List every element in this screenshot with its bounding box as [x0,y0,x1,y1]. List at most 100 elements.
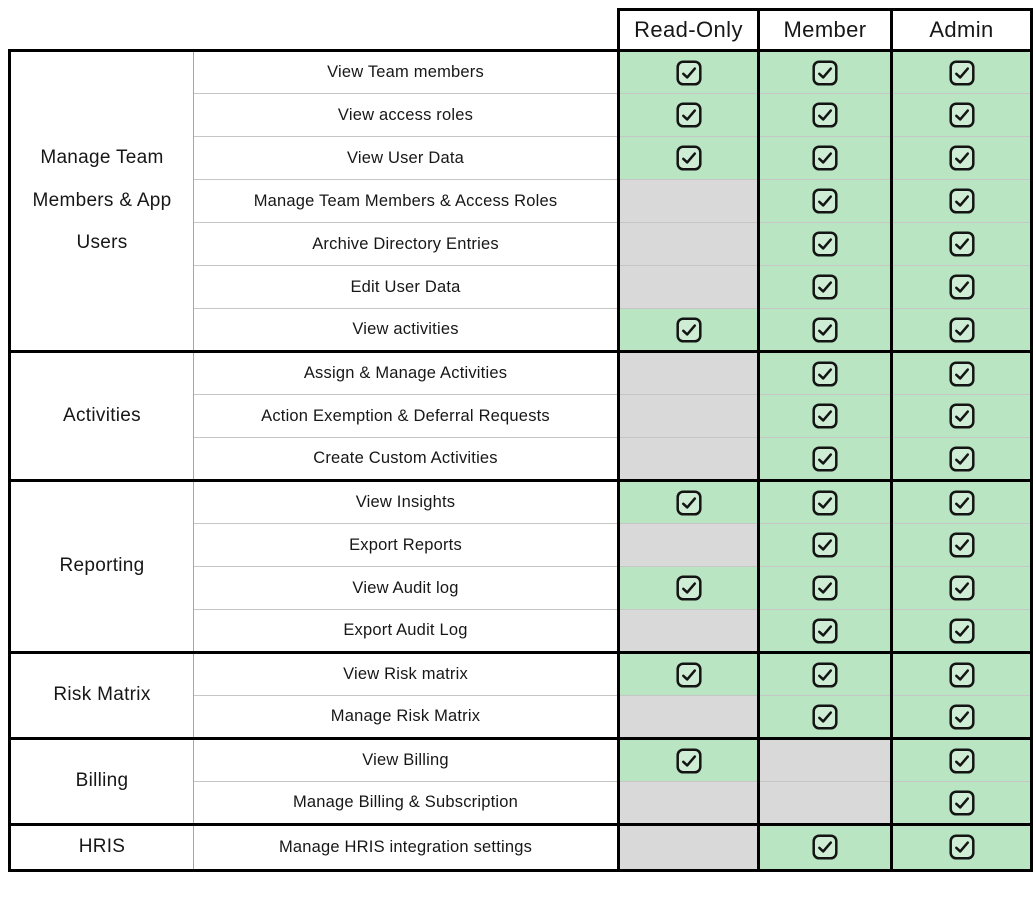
header-row: Read-Only Member Admin [9,8,1033,52]
permission-granted-cell [891,737,1033,782]
permission-granted-cell [891,479,1033,524]
permission-label: View Billing [193,737,620,782]
checkbox-checked-icon[interactable] [948,617,975,644]
checkbox-checked-icon[interactable] [948,661,975,688]
checkbox-checked-icon[interactable] [948,145,975,171]
permission-denied-cell [758,781,893,825]
permission-granted-cell [758,695,893,739]
permission-granted-cell [758,350,893,395]
permission-label: View activities [193,308,620,352]
checkbox-checked-icon[interactable] [948,188,975,214]
checkbox-checked-icon[interactable] [812,403,838,429]
checkbox-checked-icon[interactable] [948,789,975,816]
permission-label: View User Data [193,136,620,180]
table-row: Export Audit Log [10,609,1033,653]
checkbox-checked-icon[interactable] [675,575,702,601]
permission-granted-cell [758,308,893,352]
checkbox-checked-icon[interactable] [948,575,975,601]
permission-granted-cell [758,479,893,524]
permission-granted-cell [758,93,893,137]
checkbox-checked-icon[interactable] [812,532,838,558]
table-row: HRIS Manage HRIS integration settings [8,823,1033,872]
category-cell: Billing [8,737,194,825]
table-row: View User Data [10,136,1033,180]
checkbox-checked-icon[interactable] [948,274,975,300]
checkbox-checked-icon[interactable] [948,360,975,387]
permission-denied-cell [618,523,760,567]
checkbox-checked-icon[interactable] [948,231,975,257]
checkbox-checked-icon[interactable] [812,188,838,214]
column-header-admin: Admin [890,8,1033,52]
permission-granted-cell [891,179,1033,223]
permission-denied-cell [618,265,760,309]
header-spacer [9,9,619,51]
checkbox-checked-icon[interactable] [812,231,838,257]
checkbox-checked-icon[interactable] [812,102,838,128]
checkbox-checked-icon[interactable] [812,274,838,300]
checkbox-checked-icon[interactable] [812,575,838,601]
checkbox-checked-icon[interactable] [675,59,702,86]
permission-granted-cell [891,93,1033,137]
checkbox-checked-icon[interactable] [675,102,702,128]
permission-granted-cell [618,136,760,180]
checkbox-checked-icon[interactable] [948,747,975,774]
permission-granted-cell [891,823,1033,872]
permission-granted-cell [891,222,1033,266]
permission-denied-cell [618,437,760,481]
permission-label: Assign & Manage Activities [193,350,620,395]
checkbox-checked-icon[interactable] [812,145,838,171]
checkbox-checked-icon[interactable] [948,102,975,128]
permission-denied-cell [618,179,760,223]
permission-granted-cell [618,93,760,137]
table-row: Archive Directory Entries [10,222,1033,266]
table-row: Manage Team Members & Access Roles [10,179,1033,223]
checkbox-checked-icon[interactable] [812,703,838,730]
category-cell: Activities [8,350,194,481]
checkbox-checked-icon[interactable] [812,661,838,688]
permission-label: View Audit log [193,566,620,610]
checkbox-checked-icon[interactable] [675,747,702,774]
permission-granted-cell [891,265,1033,309]
checkbox-checked-icon[interactable] [675,145,702,171]
checkbox-checked-icon[interactable] [948,532,975,558]
table-row: Manage Team Members & App Users View Team… [8,49,1033,352]
permission-granted-cell [891,394,1033,438]
checkbox-checked-icon[interactable] [675,489,702,516]
table-row: Risk Matrix View Risk matrix [8,651,1033,739]
checkbox-checked-icon[interactable] [675,316,702,343]
permission-granted-cell [891,566,1033,610]
permission-granted-cell [891,49,1033,94]
permission-label: Manage HRIS integration settings [193,823,620,872]
checkbox-checked-icon[interactable] [812,489,838,516]
checkbox-checked-icon[interactable] [948,316,975,343]
checkbox-checked-icon[interactable] [812,59,838,86]
checkbox-checked-icon[interactable] [812,445,838,472]
checkbox-checked-icon[interactable] [948,445,975,472]
permission-denied-cell [618,350,760,395]
permission-denied-cell [758,737,893,782]
permission-label: Export Audit Log [193,609,620,653]
checkbox-checked-icon[interactable] [675,661,702,688]
checkbox-checked-icon[interactable] [948,834,975,860]
checkbox-checked-icon[interactable] [948,403,975,429]
checkbox-checked-icon[interactable] [948,489,975,516]
checkbox-checked-icon[interactable] [812,617,838,644]
permission-granted-cell [758,394,893,438]
table-header: Read-Only Member Admin [9,8,1033,52]
table-row: Billing View Billing [8,737,1033,825]
checkbox-checked-icon[interactable] [812,316,838,343]
permission-granted-cell [758,823,893,872]
checkbox-checked-icon[interactable] [812,834,838,860]
category-cell: Reporting [8,479,194,653]
permission-granted-cell [758,566,893,610]
permission-granted-cell [891,308,1033,352]
table-row: View activities [10,308,1033,352]
column-header-read-only: Read-Only [617,8,760,52]
permission-granted-cell [891,609,1033,653]
permission-granted-cell [618,566,760,610]
checkbox-checked-icon[interactable] [812,360,838,387]
permission-label: Archive Directory Entries [193,222,620,266]
checkbox-checked-icon[interactable] [948,703,975,730]
table-row: Manage Risk Matrix [10,695,1033,739]
checkbox-checked-icon[interactable] [948,59,975,86]
